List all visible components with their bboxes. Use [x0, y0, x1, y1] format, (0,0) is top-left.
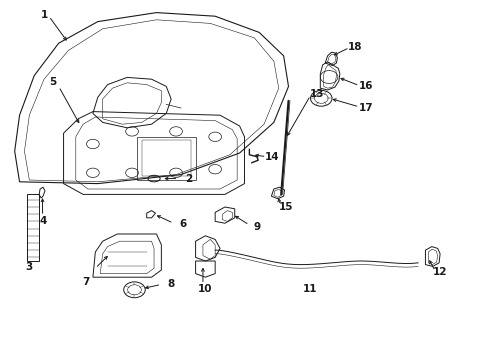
Text: 17: 17 — [358, 103, 372, 113]
Text: 8: 8 — [167, 279, 174, 289]
Text: 18: 18 — [347, 42, 362, 52]
Text: 14: 14 — [264, 152, 279, 162]
Text: 2: 2 — [184, 174, 191, 184]
Text: 1: 1 — [41, 10, 47, 20]
Text: 11: 11 — [303, 284, 317, 294]
Text: 12: 12 — [432, 267, 447, 277]
Text: 4: 4 — [39, 216, 47, 226]
Text: 5: 5 — [49, 77, 56, 87]
Text: 10: 10 — [198, 284, 212, 294]
Text: 3: 3 — [26, 262, 33, 273]
Text: 7: 7 — [81, 276, 89, 287]
Text: 16: 16 — [358, 81, 372, 91]
Text: 13: 13 — [309, 89, 324, 99]
Text: 15: 15 — [278, 202, 293, 212]
Text: 6: 6 — [180, 219, 186, 229]
Text: 9: 9 — [253, 222, 260, 232]
